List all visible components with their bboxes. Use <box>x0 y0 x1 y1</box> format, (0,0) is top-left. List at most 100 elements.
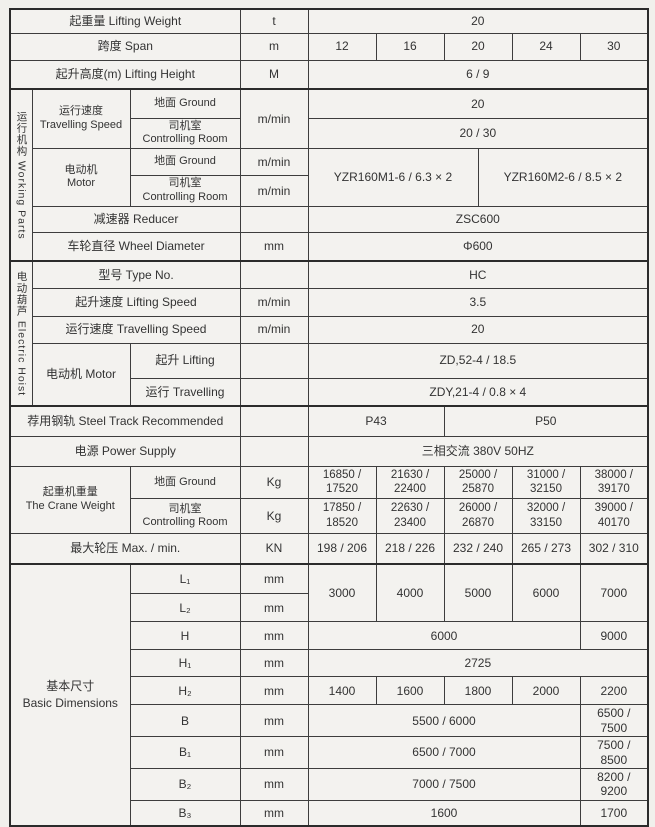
dim-l1-unit: mm <box>239 562 309 595</box>
travelling-speed-ground-label: 地面 Ground <box>129 88 241 119</box>
crane-weight-cab-value: 39000 / 40170 <box>579 498 649 535</box>
dim-h-value-left: 6000 <box>307 621 581 651</box>
type-no-unit <box>239 260 309 289</box>
reducer-unit <box>239 205 309 233</box>
crane-weight-ground-unit: Kg <box>239 465 309 500</box>
dim-b-value-right: 6500 / 7500 <box>579 704 649 738</box>
power-supply-unit <box>239 435 309 467</box>
hoist-motor-travelling-unit <box>239 377 309 407</box>
wheel-diameter-label: 车轮直径 Wheel Diameter <box>31 231 241 262</box>
crane-weight-ground-value: 25000 / 25870 <box>443 465 513 500</box>
travelling-speed-cab-value: 20 / 30 <box>307 117 649 149</box>
lifting-weight-unit: t <box>239 8 309 34</box>
crane-weight-ground-value: 38000 / 39170 <box>579 465 649 500</box>
steel-track-unit <box>239 405 309 437</box>
dim-b2-label: B₂ <box>129 767 241 801</box>
dim-l-value: 4000 <box>375 562 445 623</box>
dim-h-label: H <box>129 621 241 651</box>
dim-b2-unit: mm <box>239 767 309 801</box>
crane-weight-cab-value: 22630 / 23400 <box>375 498 445 535</box>
dim-b1-label: B₁ <box>129 736 241 769</box>
working-parts-vertical-label: 运行机构 Working Parts <box>15 110 28 240</box>
motor-cab-label: 司机室 Controlling Room <box>129 175 241 207</box>
steel-track-value-left: P43 <box>307 405 445 437</box>
crane-weight-ground-value: 21630 / 22400 <box>375 465 445 500</box>
dim-h-value-right: 9000 <box>579 621 649 651</box>
span-value: 16 <box>375 32 445 61</box>
dim-l1-label: L₁ <box>129 562 241 595</box>
crane-weight-cab-label: 司机室 Controlling Room <box>129 498 241 535</box>
dim-l2-unit: mm <box>239 593 309 623</box>
max-wheel-pressure-value: 232 / 240 <box>443 533 513 565</box>
motor-ground-label: 地面 Ground <box>129 148 241 176</box>
dim-h2-value: 1600 <box>375 676 445 706</box>
dim-h1-unit: mm <box>239 649 309 678</box>
crane-spec-table: 起重量 Lifting Weight t 20 跨度 Span m 12 16 … <box>9 8 650 827</box>
electric-hoist-vertical-label: 电动葫芦 Electric Hoist <box>15 270 28 397</box>
dim-h2-value: 2000 <box>511 676 581 706</box>
lifting-weight-value: 20 <box>307 8 649 34</box>
spec-table-sheet: 起重量 Lifting Weight t 20 跨度 Span m 12 16 … <box>9 8 650 827</box>
hoist-travelling-speed-value: 20 <box>307 315 649 344</box>
span-value: 12 <box>307 32 377 61</box>
lifting-speed-value: 3.5 <box>307 287 649 317</box>
type-no-label: 型号 Type No. <box>31 260 241 289</box>
section-working-parts: 运行机构 Working Parts <box>9 88 33 262</box>
crane-weight-group-label: 起重机重量 The Crane Weight <box>9 465 131 535</box>
reducer-value: ZSC600 <box>307 205 649 233</box>
max-wheel-pressure-label: 最大轮压 Max. / min. <box>9 533 241 565</box>
hoist-motor-lifting-label: 起升 Lifting <box>129 342 241 379</box>
wheel-diameter-unit: mm <box>239 231 309 262</box>
dim-b-value-left: 5500 / 6000 <box>307 704 581 738</box>
crane-weight-cab-unit: Kg <box>239 498 309 535</box>
crane-weight-cab-value: 17850 / 18520 <box>307 498 377 535</box>
steel-track-value-right: P50 <box>443 405 649 437</box>
hoist-travelling-speed-label: 运行速度 Travelling Speed <box>31 315 241 344</box>
dim-b1-unit: mm <box>239 736 309 769</box>
dim-b2-value-right: 8200 / 9200 <box>579 767 649 801</box>
lifting-height-unit: M <box>239 59 309 90</box>
power-supply-label: 电源 Power Supply <box>9 435 241 467</box>
dim-h1-label: H₁ <box>129 649 241 678</box>
dim-b3-unit: mm <box>239 799 309 827</box>
lifting-weight-label: 起重量 Lifting Weight <box>9 8 241 34</box>
motor-value-left: YZR160M1-6 / 6.3 × 2 <box>307 148 479 207</box>
lifting-height-value: 6 / 9 <box>307 59 649 90</box>
hoist-motor-lifting-unit <box>239 342 309 379</box>
span-value: 30 <box>579 32 649 61</box>
hoist-motor-travelling-value: ZDY,21-4 / 0.8 × 4 <box>307 377 649 407</box>
dim-b-unit: mm <box>239 704 309 738</box>
hoist-motor-group-label: 电动机 Motor <box>31 342 131 407</box>
span-unit: m <box>239 32 309 61</box>
max-wheel-pressure-unit: KN <box>239 533 309 565</box>
dim-h-unit: mm <box>239 621 309 651</box>
crane-weight-ground-value: 16850 / 17520 <box>307 465 377 500</box>
span-label: 跨度 Span <box>9 32 241 61</box>
travelling-speed-ground-value: 20 <box>307 88 649 119</box>
dim-l-value: 3000 <box>307 562 377 623</box>
crane-weight-ground-value: 31000 / 32150 <box>511 465 581 500</box>
max-wheel-pressure-value: 218 / 226 <box>375 533 445 565</box>
motor-cab-unit: m/min <box>239 175 309 207</box>
hoist-travelling-speed-unit: m/min <box>239 315 309 344</box>
dim-h2-unit: mm <box>239 676 309 706</box>
dim-l-value: 6000 <box>511 562 581 623</box>
motor-value-right: YZR160M2-6 / 8.5 × 2 <box>477 148 649 207</box>
motor-ground-unit: m/min <box>239 148 309 176</box>
lifting-speed-unit: m/min <box>239 287 309 317</box>
travelling-speed-cab-label: 司机室 Controlling Room <box>129 117 241 149</box>
dim-l-value: 7000 <box>579 562 649 623</box>
crane-weight-cab-value: 26000 / 26870 <box>443 498 513 535</box>
dim-b1-value-left: 6500 / 7000 <box>307 736 581 769</box>
span-value: 24 <box>511 32 581 61</box>
span-value: 20 <box>443 32 513 61</box>
crane-weight-ground-label: 地面 Ground <box>129 465 241 500</box>
dim-b-label: B <box>129 704 241 738</box>
travelling-speed-group-label: 运行速度 Travelling Speed <box>31 88 131 149</box>
dim-l-value: 5000 <box>443 562 513 623</box>
crane-weight-cab-value: 32000 / 33150 <box>511 498 581 535</box>
power-supply-value: 三相交流 380V 50HZ <box>307 435 649 467</box>
dim-b3-value-right: 1700 <box>579 799 649 827</box>
max-wheel-pressure-value: 265 / 273 <box>511 533 581 565</box>
